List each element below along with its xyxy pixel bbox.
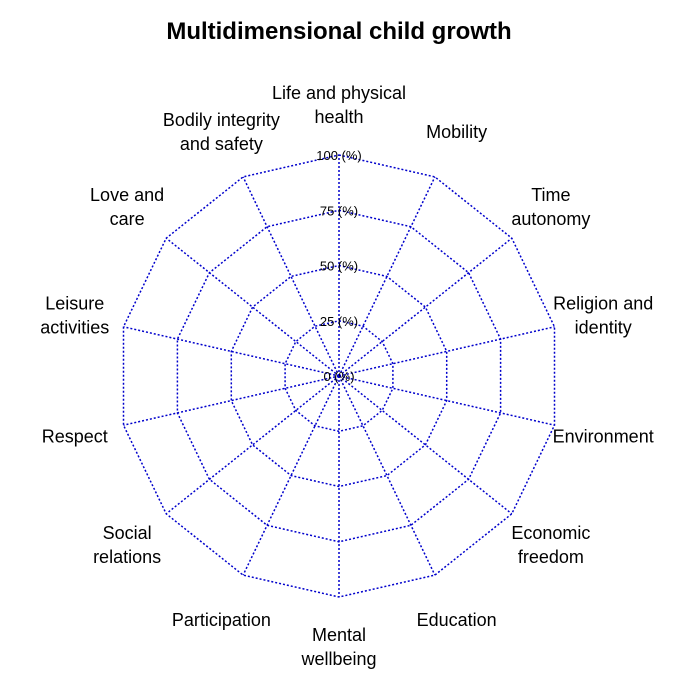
grid-ring-2 (230, 264, 448, 488)
axis-label-0: Life and physical health (272, 83, 406, 127)
axis-spoke-5 (338, 375, 513, 515)
radial-tick-label: 75 (%) (320, 203, 358, 218)
axis-spoke-13 (242, 176, 340, 377)
axis-label-3: Religion and identity (553, 294, 653, 338)
radial-tick-label: 0 (%) (323, 369, 354, 384)
axis-label-10: Respect (42, 426, 108, 446)
axis-spoke-11 (123, 326, 340, 377)
axis-label-7: Mental wellbeing (300, 625, 376, 669)
chart-title: Multidimensional child growth (166, 18, 512, 45)
axis-spoke-6 (338, 375, 436, 576)
grid-ring-1 (284, 320, 394, 433)
axis-label-13: Bodily integrity and safety (163, 110, 280, 154)
axis-spoke-4 (338, 375, 555, 426)
axis-spoke-2 (338, 237, 513, 377)
axis-spoke-9 (165, 375, 340, 515)
axis-spoke-12 (165, 237, 340, 377)
radial-tick-label: 100 (%) (316, 148, 362, 163)
radial-tick-label: 25 (%) (320, 314, 358, 329)
axis-spoke-8 (242, 375, 340, 576)
axis-spoke-1 (338, 176, 436, 377)
axis-label-1: Mobility (426, 122, 487, 142)
axis-label-2: Time autonomy (511, 185, 590, 229)
axis-label-9: Social relations (93, 523, 161, 567)
axis-spoke-3 (338, 326, 555, 377)
axis-label-8: Participation (172, 610, 271, 630)
axis-label-5: Economic freedom (511, 523, 590, 567)
axis-label-6: Education (417, 610, 497, 630)
axis-labels: Life and physical health Mobility Time auton… (40, 83, 653, 669)
radial-tick-labels: 0 (%) 25 (%) 50 (%) 75 (%) 100 (%) (316, 148, 362, 384)
axis-label-4: Environment (553, 426, 654, 446)
axis-spoke-10 (123, 375, 340, 426)
axis-label-11: Leisure activities (40, 294, 109, 338)
radial-tick-label: 50 (%) (320, 259, 358, 274)
axis-label-12: Love and care (90, 185, 164, 229)
radar-grid (122, 154, 556, 598)
